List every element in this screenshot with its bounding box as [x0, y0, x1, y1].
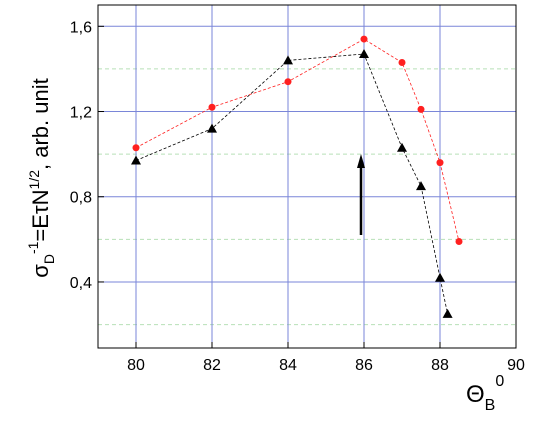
y-label-part: D: [41, 254, 57, 264]
y-label-part: , arb. unit: [28, 78, 53, 170]
marker: [417, 105, 425, 113]
x-label-part: B: [485, 397, 496, 414]
y-axis-label: σD-1=EτN1/2, arb. unit: [25, 78, 57, 277]
y-tick-label: 0,4: [70, 275, 92, 292]
y-tick-label: 1,6: [70, 19, 92, 36]
marker: [132, 144, 140, 152]
marker: [360, 35, 368, 43]
y-tick-label: 1,2: [70, 105, 92, 122]
marker: [283, 55, 293, 65]
x-tick-label: 90: [507, 357, 525, 374]
series-line: [135, 53, 448, 314]
marker: [284, 78, 292, 86]
plot: 0,4 0,8 1,2 1,6 80 82 84 86 88 90: [70, 4, 525, 374]
y-label-part: =EτN: [28, 189, 53, 241]
marker: [208, 103, 216, 111]
marker: [442, 308, 453, 318]
marker: [436, 159, 444, 167]
marker: [359, 49, 369, 58]
y-tick-label: 0,8: [70, 190, 92, 207]
x-label-part: Θ: [466, 381, 485, 408]
x-tick-label: 80: [127, 357, 145, 374]
plot-frame: [97, 4, 517, 349]
y-label-part: 1/2: [26, 170, 42, 190]
marker: [131, 155, 141, 165]
marker: [398, 59, 406, 67]
arrow-head: [357, 154, 365, 168]
y-label-part: -1: [25, 241, 41, 254]
marker: [416, 181, 426, 191]
x-tick-label: 88: [431, 357, 449, 374]
series-line: [135, 38, 460, 242]
marker: [435, 272, 445, 282]
x-tick-label: 86: [355, 357, 373, 374]
marker: [207, 123, 217, 133]
x-axis-label: ΘB 0: [466, 373, 504, 414]
marker: [455, 237, 463, 245]
marker: [397, 142, 407, 152]
x-label-part: 0: [495, 373, 504, 390]
x-tick-label: 82: [203, 357, 221, 374]
x-tick-label: 84: [279, 357, 297, 374]
y-label-part: σ: [28, 264, 53, 278]
